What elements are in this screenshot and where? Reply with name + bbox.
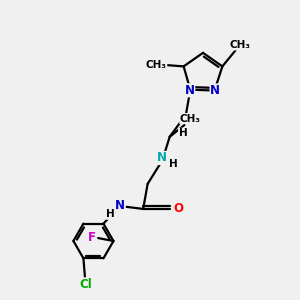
- Text: O: O: [173, 202, 183, 215]
- Text: N: N: [185, 84, 195, 97]
- Text: H: H: [178, 128, 187, 138]
- Text: CH₃: CH₃: [146, 60, 167, 70]
- Text: H: H: [169, 159, 178, 169]
- Text: Cl: Cl: [79, 278, 92, 291]
- Text: N: N: [115, 199, 125, 212]
- Text: N: N: [210, 84, 220, 97]
- Text: CH₃: CH₃: [180, 113, 201, 124]
- Text: N: N: [157, 152, 167, 164]
- Text: CH₃: CH₃: [230, 40, 250, 50]
- Text: F: F: [88, 231, 96, 244]
- Text: H: H: [106, 209, 115, 219]
